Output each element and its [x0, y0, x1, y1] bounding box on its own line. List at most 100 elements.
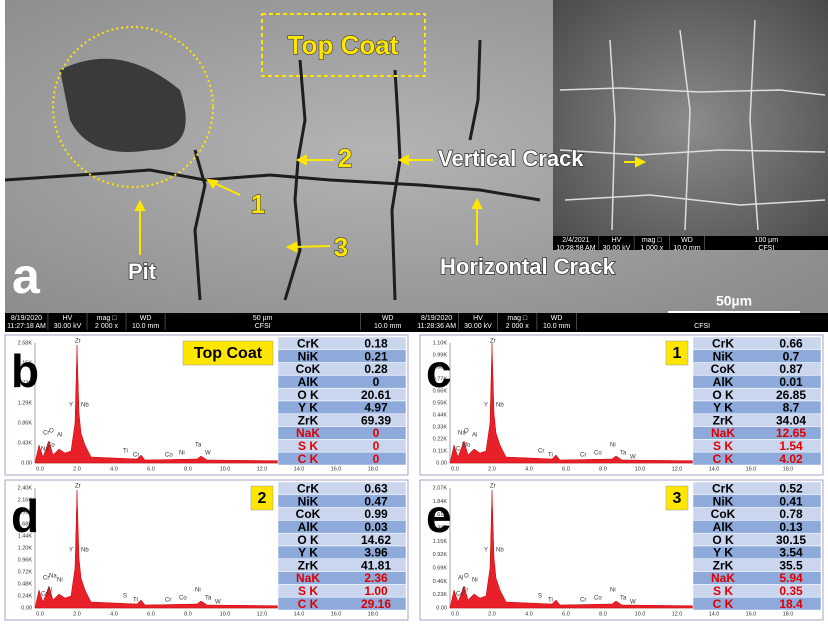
- element-cell: CrK: [712, 337, 734, 351]
- peak-label: Y: [69, 403, 73, 409]
- value-cell: 14.62: [361, 533, 391, 547]
- peak-label: Ni: [195, 588, 201, 594]
- x-tick-label: 16.0: [331, 466, 342, 472]
- peak-label: C: [456, 447, 461, 453]
- element-cell: AlK: [298, 520, 319, 534]
- peak-label: W: [205, 451, 211, 457]
- peak-label: O: [464, 574, 469, 580]
- y-tick-label: 0.46K: [433, 579, 448, 585]
- value-cell: 0: [373, 452, 380, 466]
- info-bar-text: CFSI: [758, 245, 774, 252]
- peak-label: Nb: [81, 548, 89, 554]
- peak-label: Zr: [490, 484, 496, 490]
- region-label: Top Coat: [288, 30, 399, 60]
- element-cell: NaK: [296, 426, 320, 440]
- y-tick-label: 1.29K: [18, 400, 33, 406]
- info-bar-text: mag □: [507, 315, 528, 322]
- eds-panel: 0.00 0.11K 0.22K 0.33K 0.44K 0.55K 0.66K 0.77K 0…: [419, 334, 824, 476]
- info-bar-text: 2 000 x: [506, 323, 529, 330]
- element-cell: CrK: [297, 482, 319, 496]
- peak-label: Ni: [179, 451, 185, 457]
- peak-label: Co: [594, 451, 602, 457]
- panel-letter: d: [11, 490, 39, 542]
- y-tick-label: 1.68K: [18, 521, 33, 527]
- element-cell: O K: [712, 533, 734, 547]
- value-cell: 0.66: [779, 337, 803, 351]
- info-bar-text: 30.00 kV: [464, 323, 492, 330]
- x-tick-label: 16.0: [746, 466, 757, 472]
- peak-label: Y: [484, 548, 488, 554]
- x-tick-label: 0.0: [36, 611, 44, 617]
- element-cell: NaK: [711, 426, 735, 440]
- peak-label: Na: [458, 431, 466, 437]
- panel-letter: c: [426, 345, 452, 397]
- value-cell: 12.65: [776, 426, 806, 440]
- marker: 2: [338, 143, 352, 173]
- x-tick-label: 4.0: [110, 611, 118, 617]
- x-tick-label: 12.0: [257, 611, 268, 617]
- x-tick-label: 4.0: [525, 611, 533, 617]
- peak-label: Ti: [123, 449, 128, 455]
- element-cell: AlK: [713, 520, 734, 534]
- value-cell: 1.00: [364, 584, 388, 598]
- y-tick-label: 1.84K: [433, 499, 448, 505]
- x-tick-label: 8.0: [599, 466, 607, 472]
- value-cell: 18.4: [779, 597, 803, 611]
- tag-label: Top Coat: [194, 345, 263, 362]
- element-cell: C K: [713, 597, 734, 611]
- y-tick-label: 2.40K: [18, 485, 33, 491]
- peak-label: W: [630, 600, 636, 606]
- element-cell: AlK: [298, 375, 319, 389]
- x-tick-label: 12.0: [672, 611, 683, 617]
- x-tick-label: 16.0: [331, 611, 342, 617]
- peak-label: W: [215, 600, 221, 606]
- peak-label: Al: [458, 576, 463, 582]
- info-bar-text: 2 000 x: [95, 323, 118, 330]
- y-tick-label: 0.96K: [18, 557, 33, 563]
- sem-image: [4, 0, 828, 332]
- spectrum: [34, 489, 404, 609]
- peak-label: Cr: [43, 576, 49, 582]
- element-cell: CrK: [712, 482, 734, 496]
- element-cell: ZrK: [713, 413, 734, 427]
- element-cell: CrK: [297, 337, 319, 351]
- value-cell: 0.52: [779, 482, 803, 496]
- value-cell: 4.97: [364, 401, 388, 415]
- x-tick-label: 6.0: [562, 611, 570, 617]
- peak-label: Cr: [133, 453, 139, 459]
- info-bar-text: 10.0 mm: [543, 323, 570, 330]
- element-cell: NiK: [298, 349, 319, 363]
- element-cell: S K: [298, 584, 318, 598]
- value-cell: 0.35: [779, 584, 803, 598]
- y-tick-label: 0.77K: [433, 376, 448, 382]
- peak-label: S: [538, 594, 542, 600]
- peak-label: Co: [165, 453, 173, 459]
- y-tick-label: 0.92K: [433, 552, 448, 558]
- crack-label: Horizontal Crack: [440, 254, 616, 279]
- value-cell: 2.36: [364, 571, 388, 585]
- scale-bar-label: 50µm: [716, 293, 752, 309]
- info-bar-text: mag □: [97, 315, 118, 322]
- peak-label: Ni: [610, 443, 616, 449]
- x-tick-label: 18.0: [368, 611, 379, 617]
- peak-label: Y: [484, 403, 488, 409]
- tag-box: [665, 340, 689, 366]
- peak-label: Ni: [57, 578, 63, 584]
- element-cell: NiK: [713, 494, 734, 508]
- peak-label: Nb: [496, 548, 504, 554]
- element-cell: CoK: [711, 362, 736, 376]
- table-row: [692, 451, 822, 466]
- value-cell: 3.96: [364, 546, 388, 560]
- y-tick-label: 0.99K: [433, 352, 448, 358]
- x-tick-label: 18.0: [368, 466, 379, 472]
- x-tick-label: 6.0: [562, 466, 570, 472]
- y-tick-label: 0.43K: [18, 440, 33, 446]
- table-row: [692, 596, 822, 611]
- peak-label: Ti: [548, 598, 553, 604]
- element-cell: Y K: [713, 401, 733, 415]
- peak-label: Co: [47, 443, 55, 449]
- panel-letter: b: [11, 345, 39, 397]
- info-bar-text: 2/4/2021: [562, 237, 589, 244]
- value-cell: 0.7: [783, 349, 800, 363]
- y-tick-label: 0.44K: [433, 412, 448, 418]
